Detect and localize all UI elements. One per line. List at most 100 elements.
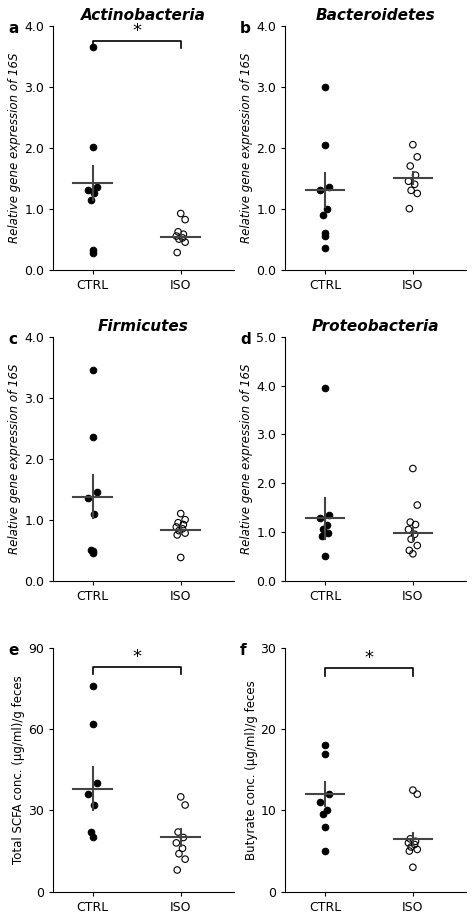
Point (87, 543, 95, 558)
Point (182, 235, 189, 250)
Point (321, 229, 328, 243)
Point (319, 522, 327, 537)
Point (409, 461, 417, 476)
Point (182, 852, 189, 867)
Point (406, 844, 413, 858)
Point (174, 824, 182, 839)
Point (326, 180, 333, 195)
Y-axis label: Relative gene expression of 16S: Relative gene expression of 16S (9, 363, 21, 554)
Point (413, 149, 421, 164)
Title: Bacteroidetes: Bacteroidetes (316, 8, 435, 23)
Point (89, 546, 97, 561)
Point (89, 430, 97, 444)
Point (175, 231, 183, 246)
Point (321, 381, 328, 396)
Point (89, 242, 97, 257)
Y-axis label: Total SCFA conc. (μg/ml)/g feces: Total SCFA conc. (μg/ml)/g feces (12, 676, 26, 864)
Point (180, 227, 187, 242)
Y-axis label: Relative gene expression of 16S: Relative gene expression of 16S (240, 363, 254, 554)
Point (89, 679, 97, 693)
Point (321, 79, 328, 94)
Point (323, 803, 330, 818)
Y-axis label: Relative gene expression of 16S: Relative gene expression of 16S (240, 53, 254, 243)
Title: Firmicutes: Firmicutes (98, 319, 189, 335)
Point (175, 524, 183, 538)
Point (91, 186, 98, 201)
Point (407, 532, 415, 547)
Point (411, 527, 419, 542)
Point (406, 543, 413, 558)
Point (180, 830, 187, 845)
Point (182, 212, 189, 227)
Point (173, 245, 181, 260)
Point (406, 832, 414, 846)
Point (321, 746, 328, 761)
Point (411, 177, 419, 192)
Text: a: a (8, 21, 18, 36)
Point (180, 517, 187, 532)
Point (412, 517, 419, 532)
Point (409, 137, 417, 152)
Text: *: * (365, 649, 374, 667)
Point (323, 201, 330, 216)
Point (406, 159, 414, 173)
Text: c: c (8, 332, 17, 347)
Y-axis label: Butyrate conc. (μg/ml)/g feces: Butyrate conc. (μg/ml)/g feces (245, 680, 257, 859)
Title: Proteobacteria: Proteobacteria (312, 319, 439, 335)
Point (174, 224, 182, 239)
Title: Actinobacteria: Actinobacteria (81, 8, 206, 23)
Text: b: b (240, 21, 251, 36)
Point (321, 844, 328, 858)
Point (412, 833, 419, 848)
Point (413, 498, 421, 513)
Point (93, 180, 101, 195)
Point (89, 245, 97, 260)
Point (177, 207, 184, 221)
Point (321, 549, 328, 563)
Point (411, 837, 419, 852)
Point (319, 528, 326, 543)
Text: f: f (240, 643, 247, 658)
Point (173, 520, 180, 535)
Point (409, 860, 417, 875)
Point (182, 513, 189, 527)
Point (174, 515, 182, 530)
Point (84, 491, 92, 506)
Point (317, 795, 324, 810)
Point (317, 511, 324, 526)
Point (177, 506, 184, 521)
Point (179, 230, 186, 245)
Point (326, 786, 333, 801)
Point (323, 517, 330, 532)
Point (179, 841, 186, 856)
Point (321, 226, 328, 241)
Point (413, 186, 421, 201)
Point (89, 139, 97, 154)
Text: d: d (240, 332, 251, 347)
Point (93, 776, 101, 791)
Point (173, 527, 181, 542)
Point (319, 207, 327, 222)
Point (87, 192, 95, 207)
Point (406, 514, 414, 529)
Text: e: e (8, 643, 18, 658)
Point (93, 485, 101, 500)
Point (173, 863, 181, 878)
Point (84, 786, 92, 801)
Point (177, 789, 184, 804)
Point (89, 830, 97, 845)
Point (175, 846, 183, 861)
Point (413, 842, 421, 857)
Point (407, 840, 415, 855)
Point (89, 544, 97, 559)
Point (182, 526, 189, 540)
Point (407, 183, 415, 197)
Point (89, 363, 97, 378)
Point (177, 550, 184, 565)
Point (89, 716, 97, 731)
Point (405, 835, 412, 850)
Point (413, 538, 421, 553)
Point (84, 183, 92, 197)
Point (182, 798, 189, 812)
Point (91, 798, 98, 812)
